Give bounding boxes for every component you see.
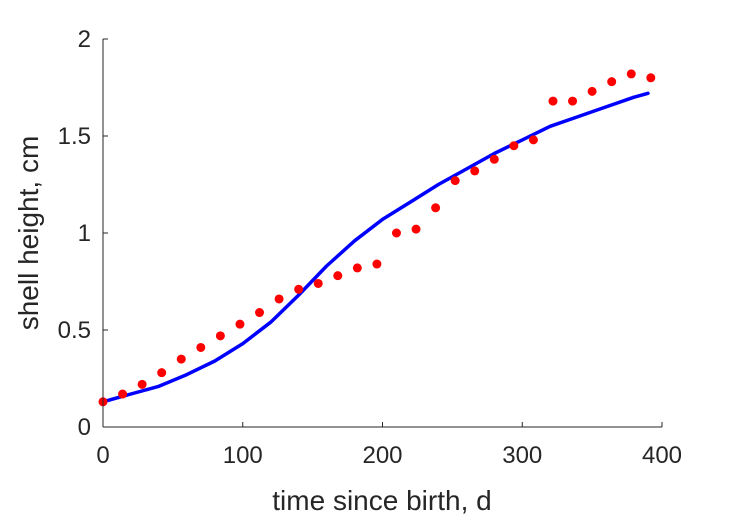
data-point (470, 166, 480, 176)
data-point (489, 154, 499, 164)
fit-curve (101, 91, 650, 404)
x-axis-label: time since birth, d (272, 485, 491, 516)
data-point (118, 389, 128, 399)
x-tick-label: 400 (642, 442, 682, 469)
x-tick-label: 200 (362, 442, 402, 469)
x-tick-label: 300 (502, 442, 542, 469)
data-point (626, 69, 636, 79)
y-tick-label: 0 (78, 414, 91, 441)
data-point (176, 354, 186, 364)
data-point (587, 86, 597, 96)
data-point (528, 135, 538, 145)
data-point (607, 77, 617, 87)
x-tick-label: 100 (223, 442, 263, 469)
data-point (274, 294, 284, 304)
y-tick-label: 1 (78, 220, 91, 247)
data-point (294, 284, 304, 294)
y-ticks: 0 0.5 1 1.5 2 (58, 26, 108, 441)
y-tick-label: 2 (78, 26, 91, 53)
data-point (333, 271, 343, 281)
data-point (548, 96, 558, 106)
data-point (157, 368, 167, 378)
data-point (372, 259, 382, 269)
data-point (431, 203, 441, 213)
data-point (215, 331, 225, 341)
data-point (646, 73, 656, 83)
data-point (509, 141, 519, 151)
data-point (352, 263, 362, 273)
data-point (391, 228, 401, 238)
data-point (137, 379, 147, 389)
data-point (568, 96, 578, 106)
x-tick-label: 0 (96, 442, 109, 469)
data-point (450, 176, 460, 186)
y-axis-label: shell height, cm (13, 136, 44, 331)
y-tick-label: 0.5 (58, 317, 91, 344)
y-tick-label: 1.5 (58, 123, 91, 150)
data-point (313, 278, 323, 288)
x-ticks: 0 100 200 300 400 (96, 422, 682, 469)
plot-area (98, 69, 656, 407)
data-point (235, 319, 245, 329)
axes (102, 39, 662, 428)
data-point (255, 308, 265, 318)
data-point (196, 342, 206, 352)
data-point (411, 224, 421, 234)
